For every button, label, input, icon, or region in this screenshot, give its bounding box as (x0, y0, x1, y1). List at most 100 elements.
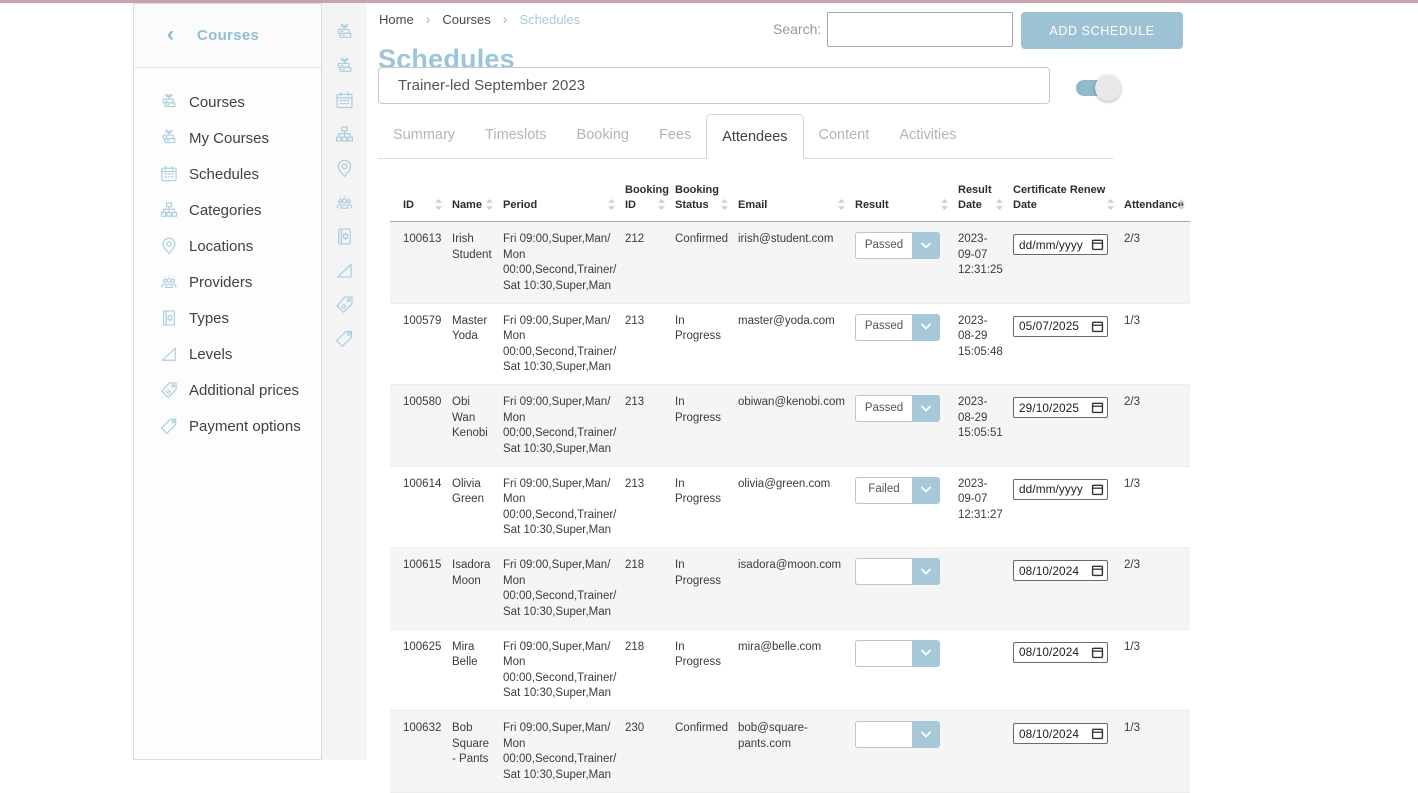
tab-booking[interactable]: Booking (576, 127, 629, 143)
cell-booking-status: In Progress (675, 477, 722, 506)
sort-icon[interactable] (940, 198, 949, 211)
sort-icon[interactable] (1106, 198, 1115, 211)
sidebar-item-my-courses[interactable]: My Courses (134, 120, 321, 156)
levels-icon[interactable] (334, 260, 355, 281)
result-select[interactable]: Failed (855, 476, 940, 504)
column-header-id[interactable]: ID (403, 198, 452, 213)
schedules-icon[interactable] (334, 90, 355, 111)
tab-summary[interactable]: Summary (393, 127, 456, 143)
sort-icon[interactable] (434, 198, 443, 211)
sort-icon[interactable] (607, 198, 616, 211)
column-header-certificate-renew-date[interactable]: Certificate Renew Date (1013, 183, 1124, 212)
certificate-date-input[interactable]: 29/10/2025 (1013, 397, 1108, 419)
calendar-icon[interactable] (1091, 483, 1104, 496)
sidebar-item-additional-prices[interactable]: Additional prices (134, 372, 321, 408)
result-value (855, 558, 912, 586)
cell-result-date: 2023- 09-07 12:31:27 (958, 477, 1003, 521)
column-header-name[interactable]: Name (452, 198, 503, 213)
sidebar-item-schedules[interactable]: Schedules (134, 156, 321, 192)
chevron-down-icon[interactable] (912, 313, 940, 341)
sort-icon[interactable] (995, 198, 1004, 211)
result-select[interactable] (855, 721, 940, 749)
providers-icon[interactable] (334, 192, 355, 213)
schedule-active-toggle[interactable] (1076, 74, 1126, 102)
courses-icon (159, 92, 179, 112)
tab-timeslots[interactable]: Timeslots (485, 127, 547, 143)
courses-icon[interactable] (334, 22, 355, 43)
calendar-icon[interactable] (1091, 238, 1104, 251)
result-value: Passed (855, 395, 912, 423)
calendar-icon[interactable] (1091, 727, 1104, 740)
sort-icon[interactable] (657, 198, 666, 211)
tab-content[interactable]: Content (818, 127, 870, 143)
table-row: 100580 Obi Wan Kenobi Fri 09:00,Super,Man/… (390, 385, 1190, 467)
sidebar-item-types[interactable]: Types (134, 300, 321, 336)
chevron-down-icon[interactable] (912, 721, 940, 749)
cell-period: Fri 09:00,Super,Man/ Mon 00:00,Second,Tr… (503, 477, 617, 537)
chevron-down-icon[interactable] (912, 476, 940, 504)
sidebar-item-categories[interactable]: Categories (134, 192, 321, 228)
column-header-result-date[interactable]: Result Date (958, 183, 1013, 212)
search-input[interactable] (827, 12, 1013, 47)
result-select[interactable]: Passed (855, 232, 940, 260)
add-schedule-button[interactable]: ADD SCHEDULE (1021, 12, 1183, 49)
categories-icon[interactable] (334, 124, 355, 145)
additional-prices-icon[interactable] (334, 294, 355, 315)
column-label: ID (403, 198, 414, 211)
sidebar-item-label: Courses (189, 93, 245, 111)
tab-fees[interactable]: Fees (658, 127, 692, 143)
chevron-down-icon[interactable] (912, 232, 940, 260)
chevron-down-icon[interactable] (912, 558, 940, 586)
breadcrumb-courses[interactable]: Courses (442, 11, 491, 27)
calendar-icon[interactable] (1091, 320, 1104, 333)
calendar-icon[interactable] (1091, 646, 1104, 659)
sidebar-item-providers[interactable]: Providers (134, 264, 321, 300)
certificate-date-input[interactable]: 08/10/2024 (1013, 723, 1108, 745)
cell-booking-id: 212 (625, 233, 645, 246)
breadcrumb-home[interactable]: Home (379, 11, 414, 27)
calendar-icon[interactable] (1091, 564, 1104, 577)
certificate-date-input[interactable]: dd/mm/yyyy (1013, 478, 1108, 500)
cell-email: irish@student.com (738, 233, 834, 246)
sidebar-item-payment-options[interactable]: Payment options (134, 408, 321, 444)
toggle-knob[interactable] (1095, 75, 1121, 101)
column-header-result[interactable]: Result (855, 198, 958, 213)
calendar-icon[interactable] (1091, 401, 1104, 414)
certificate-date-input[interactable]: dd/mm/yyyy (1013, 234, 1108, 256)
tab-attendees[interactable]: Attendees (706, 114, 804, 159)
sidebar-item-levels[interactable]: Levels (134, 336, 321, 372)
certificate-date-input[interactable]: 08/10/2024 (1013, 641, 1108, 663)
table-row: 100614 Olivia Green Fri 09:00,Super,Man/ M… (390, 467, 1190, 549)
chevron-down-icon[interactable] (912, 395, 940, 423)
sidebar-back-header[interactable]: ‹ Courses (134, 4, 321, 68)
result-select[interactable]: Passed (855, 395, 940, 423)
sidebar-item-courses[interactable]: Courses (134, 84, 321, 120)
column-header-booking-status[interactable]: Booking Status (675, 183, 738, 212)
cell-attendance: 1/3 (1124, 640, 1140, 653)
my-courses-icon[interactable] (334, 56, 355, 77)
result-select[interactable] (855, 558, 940, 586)
sidebar-item-label: Schedules (189, 165, 260, 183)
sidebar-item-locations[interactable]: Locations (134, 228, 321, 264)
certificate-date-input[interactable]: 08/10/2024 (1013, 560, 1108, 582)
column-header-period[interactable]: Period (503, 198, 625, 213)
locations-icon[interactable] (334, 158, 355, 179)
sort-icon[interactable] (485, 198, 494, 211)
types-icon[interactable] (334, 226, 355, 247)
cell-booking-status: In Progress (675, 396, 722, 424)
column-header-attendance[interactable]: Attendance (1124, 198, 1190, 213)
tab-activities[interactable]: Activities (899, 127, 957, 143)
payment-options-icon[interactable] (334, 328, 355, 349)
search-label: Search: (773, 21, 822, 37)
column-header-booking-id[interactable]: Booking ID (625, 183, 675, 212)
sort-icon[interactable] (720, 198, 729, 211)
certificate-date-input[interactable]: 05/07/2025 (1013, 315, 1108, 337)
result-select[interactable] (855, 639, 940, 667)
sort-icon[interactable] (837, 198, 846, 211)
sort-icon[interactable] (1177, 198, 1186, 211)
chevron-down-icon[interactable] (912, 639, 940, 667)
result-select[interactable]: Passed (855, 313, 940, 341)
schedule-name-input[interactable] (378, 67, 1050, 104)
column-header-email[interactable]: Email (738, 198, 855, 213)
main-content: Home › Courses › Schedules Schedules Sea… (367, 3, 1418, 793)
